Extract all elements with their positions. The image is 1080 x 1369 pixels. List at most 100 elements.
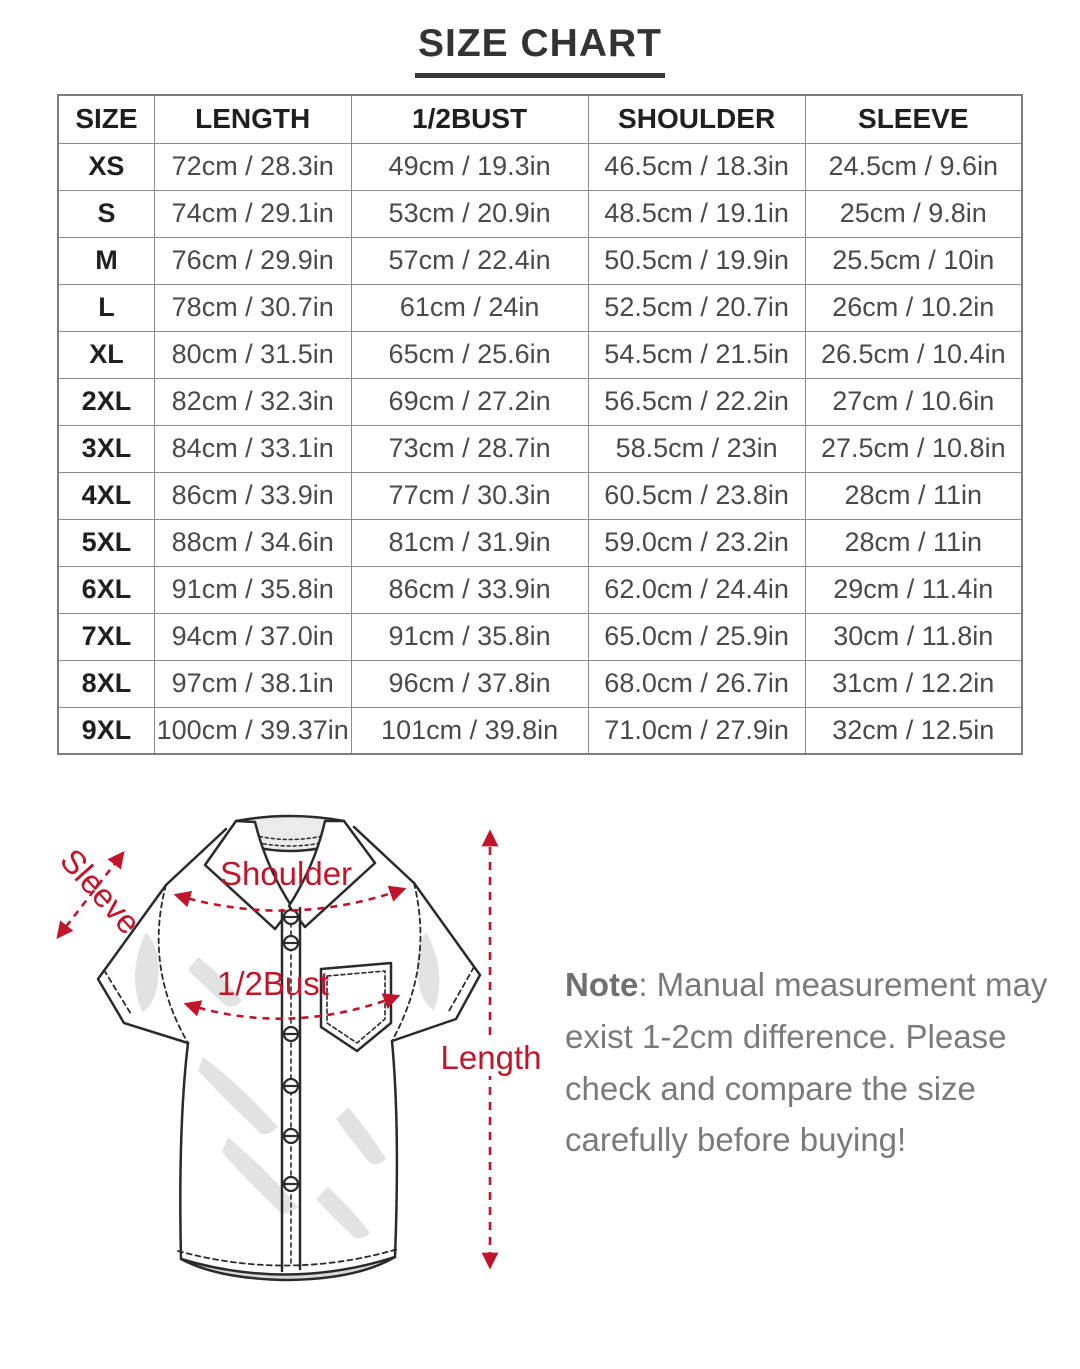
table-row: M 76cm / 29.9in 57cm / 22.4in 50.5cm / 19.9… — [57, 236, 1023, 285]
measurement-cell: 62.0cm / 24.4in — [587, 565, 806, 614]
title-wrap: SIZE CHART — [0, 0, 1080, 78]
size-table-body: XS 72cm / 28.3in 49cm / 19.3in 46.5cm / 18.… — [57, 142, 1023, 755]
size-table-header: SIZE LENGTH 1/2BUST SHOULDER SLEEVE — [57, 94, 1023, 144]
note-text: : Manual measurement may exist 1-2cm dif… — [565, 966, 1048, 1159]
measurement-cell: 48.5cm / 19.1in — [587, 189, 806, 238]
table-row: 2XL 82cm / 32.3in 69cm / 27.2in 56.5cm / 22… — [57, 377, 1023, 426]
table-row: 4XL 86cm / 33.9in 77cm / 30.3in 60.5cm / 23… — [57, 471, 1023, 520]
measurement-cell: 72cm / 28.3in — [153, 142, 352, 191]
measurement-cell: 74cm / 29.1in — [153, 189, 352, 238]
measurement-cell: 81cm / 31.9in — [350, 518, 589, 567]
measurement-cell: 58.5cm / 23in — [587, 424, 806, 473]
measurement-cell: 101cm / 39.8in — [350, 706, 589, 755]
size-cell: 3XL — [57, 424, 155, 473]
measurement-cell: 77cm / 30.3in — [350, 471, 589, 520]
measurement-cell: 53cm / 20.9in — [350, 189, 589, 238]
shoulder-measure-label: Shoulder — [220, 855, 352, 892]
measurement-cell: 54.5cm / 21.5in — [587, 330, 806, 379]
size-cell: XL — [57, 330, 155, 379]
measurement-cell: 31cm / 12.2in — [804, 659, 1023, 708]
measurement-cell: 65.0cm / 25.9in — [587, 612, 806, 661]
measurement-cell: 97cm / 38.1in — [153, 659, 352, 708]
measurement-cell: 65cm / 25.6in — [350, 330, 589, 379]
size-cell: 6XL — [57, 565, 155, 614]
table-row: 6XL 91cm / 35.8in 86cm / 33.9in 62.0cm / 24… — [57, 565, 1023, 614]
measurement-cell: 25.5cm / 10in — [804, 236, 1023, 285]
measurement-cell: 68.0cm / 26.7in — [587, 659, 806, 708]
measurement-cell: 32cm / 12.5in — [804, 706, 1023, 755]
bottom-section: Sleeve Shoulder 1/2Bust Length Note: Man… — [0, 755, 1080, 1312]
col-header-shoulder: SHOULDER — [587, 94, 806, 144]
measurement-cell: 91cm / 35.8in — [153, 565, 352, 614]
size-cell: S — [57, 189, 155, 238]
half-bust-arrow — [183, 993, 401, 1020]
measurement-cell: 69cm / 27.2in — [350, 377, 589, 426]
shirt-buttons — [282, 908, 300, 1193]
measurement-cell: 24.5cm / 9.6in — [804, 142, 1023, 191]
measurement-cell: 82cm / 32.3in — [153, 377, 352, 426]
table-row: 9XL 100cm / 39.37in 101cm / 39.8in 71.0cm /… — [57, 706, 1023, 755]
measurement-cell: 80cm / 31.5in — [153, 330, 352, 379]
measurement-cell: 28cm / 11in — [804, 471, 1023, 520]
size-table: SIZE LENGTH 1/2BUST SHOULDER SLEEVE XS 72… — [57, 94, 1023, 755]
length-label-backdrop — [444, 1038, 538, 1076]
measurement-cell: 29cm / 11.4in — [804, 565, 1023, 614]
measurement-cell: 52.5cm / 20.7in — [587, 283, 806, 332]
size-cell: 7XL — [57, 612, 155, 661]
measurement-cell: 88cm / 34.6in — [153, 518, 352, 567]
measurement-cell: 27.5cm / 10.8in — [804, 424, 1023, 473]
table-row: S 74cm / 29.1in 53cm / 20.9in 48.5cm / 19.1… — [57, 189, 1023, 238]
table-row: XS 72cm / 28.3in 49cm / 19.3in 46.5cm / 18.… — [57, 142, 1023, 191]
shirt-measurement-diagram: Sleeve Shoulder 1/2Bust Length — [53, 814, 542, 1282]
measurement-cell: 50.5cm / 19.9in — [587, 236, 806, 285]
size-cell: 8XL — [57, 659, 155, 708]
measurement-cell: 78cm / 30.7in — [153, 283, 352, 332]
measurement-cell: 86cm / 33.9in — [153, 471, 352, 520]
table-row: 8XL 97cm / 38.1in 96cm / 37.8in 68.0cm / 26… — [57, 659, 1023, 708]
size-cell: XS — [57, 142, 155, 191]
col-header-sleeve: SLEEVE — [804, 94, 1023, 144]
size-cell: 2XL — [57, 377, 155, 426]
table-row: 3XL 84cm / 33.1in 73cm / 28.7in 58.5cm / 23… — [57, 424, 1023, 473]
measurement-cell: 27cm / 10.6in — [804, 377, 1023, 426]
measurement-cell: 26.5cm / 10.4in — [804, 330, 1023, 379]
measurement-cell: 49cm / 19.3in — [350, 142, 589, 191]
shoulder-arrow — [173, 885, 407, 912]
half-bust-measure-label: 1/2Bust — [217, 965, 329, 1002]
measurement-cell: 84cm / 33.1in — [153, 424, 352, 473]
table-row: 5XL 88cm / 34.6in 81cm / 31.9in 59.0cm / 23… — [57, 518, 1023, 567]
table-row: L 78cm / 30.7in 61cm / 24in 52.5cm / 20.7in… — [57, 283, 1023, 332]
size-cell: M — [57, 236, 155, 285]
note-label: Note — [565, 966, 639, 1003]
measurement-cell: 96cm / 37.8in — [350, 659, 589, 708]
size-cell: 9XL — [57, 706, 155, 755]
measurement-cell: 76cm / 29.9in — [153, 236, 352, 285]
measurement-cell: 46.5cm / 18.3in — [587, 142, 806, 191]
measurement-cell: 86cm / 33.9in — [350, 565, 589, 614]
measurement-cell: 28cm / 11in — [804, 518, 1023, 567]
measurement-cell: 94cm / 37.0in — [153, 612, 352, 661]
col-header-size: SIZE — [57, 94, 155, 144]
length-measure-label: Length — [441, 1039, 542, 1076]
table-row: 7XL 94cm / 37.0in 91cm / 35.8in 65.0cm / 25… — [57, 612, 1023, 661]
page-title: SIZE CHART — [415, 22, 665, 78]
size-cell: L — [57, 283, 155, 332]
shirt-shading — [134, 932, 440, 1239]
measurement-cell: 73cm / 28.7in — [350, 424, 589, 473]
measurement-cell: 57cm / 22.4in — [350, 236, 589, 285]
sleeve-arrow — [56, 850, 125, 940]
measurement-cell: 60.5cm / 23.8in — [587, 471, 806, 520]
measurement-cell: 59.0cm / 23.2in — [587, 518, 806, 567]
size-cell: 5XL — [57, 518, 155, 567]
measurement-cell: 61cm / 24in — [350, 283, 589, 332]
measurement-cell: 25cm / 9.8in — [804, 189, 1023, 238]
header-row: SIZE LENGTH 1/2BUST SHOULDER SLEEVE — [57, 94, 1023, 144]
measurement-cell: 71.0cm / 27.9in — [587, 706, 806, 755]
measurement-cell: 91cm / 35.8in — [350, 612, 589, 661]
col-header-halfbust: 1/2BUST — [350, 94, 589, 144]
col-header-length: LENGTH — [153, 94, 352, 144]
measurement-cell: 100cm / 39.37in — [153, 706, 352, 755]
table-row: XL 80cm / 31.5in 65cm / 25.6in 54.5cm / 21.… — [57, 330, 1023, 379]
measurement-cell: 30cm / 11.8in — [804, 612, 1023, 661]
